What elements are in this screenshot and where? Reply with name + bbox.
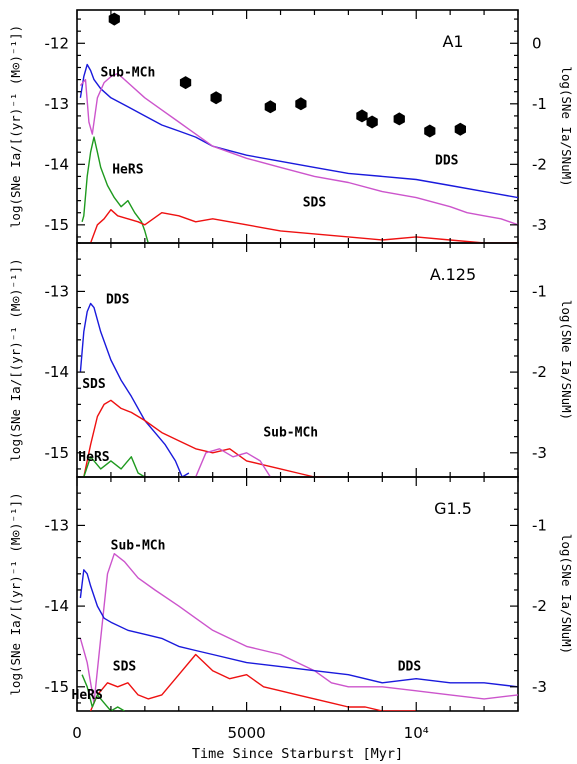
y-axis-label-right: log(SNe Ia/SNuM) (559, 300, 574, 420)
series-line-hers (83, 456, 146, 477)
right-ytick-label: -1 (532, 516, 547, 534)
observed-point (454, 122, 466, 136)
series-label-hers: HeRS (78, 450, 109, 465)
panel-frame-G1.5 (76, 476, 519, 712)
x-axis-label: Time Since Starburst [Myr] (192, 746, 403, 762)
right-ytick-label: 0 (532, 34, 542, 52)
ytick-label: -15 (45, 216, 70, 234)
panel-title: A.125 (430, 265, 476, 284)
series-line-sub-mch (79, 553, 518, 704)
series-line-hers (81, 136, 149, 243)
ytick-label: -15 (45, 678, 70, 696)
observed-point (366, 115, 378, 129)
series-label-hers: HeRS (72, 688, 103, 703)
series-line-sds (89, 653, 417, 711)
y-axis-label-right: log(SNe Ia/SNuM) (559, 534, 574, 654)
series-line-sub-mch (195, 448, 271, 477)
ytick-label: -13 (45, 95, 70, 113)
series-label-hers: HeRS (112, 162, 143, 177)
right-ytick-label: -1 (532, 282, 547, 300)
series-line-sub-mch (79, 72, 518, 226)
observed-point (356, 109, 368, 123)
y-axis-label-left: log(SNe Ia/[(yr)⁻¹ (M⊙)⁻¹]) (8, 25, 23, 228)
right-ytick-label: -3 (532, 216, 547, 234)
series-line-sds (89, 209, 518, 243)
series-label-sub-mch: Sub-MCh (100, 66, 155, 81)
ytick-label: -14 (45, 597, 70, 615)
observed-point (179, 76, 192, 90)
series-line-dds (79, 63, 518, 199)
ytick-label: -13 (45, 282, 70, 300)
observed-point (108, 12, 120, 26)
series-label-dds: DDS (435, 153, 459, 168)
series-line-dds (79, 569, 518, 688)
observed-point (393, 112, 405, 126)
series-line-sds (83, 399, 325, 477)
series-label-sds: SDS (113, 660, 137, 675)
observed-point (295, 97, 307, 111)
observed-point (264, 100, 276, 114)
series-line-hers (81, 674, 125, 711)
series-label-sds: SDS (303, 196, 327, 211)
ytick-label: -13 (45, 516, 70, 534)
right-ytick-label: -1 (532, 95, 547, 113)
panel-title: A1 (442, 32, 463, 51)
series-label-dds: DDS (106, 293, 130, 308)
observed-point (424, 124, 436, 138)
right-ytick-label: -2 (532, 155, 547, 173)
ytick-label: -14 (45, 363, 70, 381)
series-label-dds: DDS (398, 660, 422, 675)
series-label-sub-mch: Sub-MCh (263, 426, 318, 441)
y-axis-label-left: log(SNe Ia/[(yr)⁻¹ (M⊙)⁻¹]) (8, 258, 23, 461)
series-line-dds (79, 302, 190, 477)
right-ytick-label: -3 (532, 444, 547, 462)
series-label-sds: SDS (82, 377, 106, 392)
right-ytick-label: -3 (532, 678, 547, 696)
right-ytick-label: -2 (532, 363, 547, 381)
xtick-label: 5000 (228, 724, 266, 742)
xtick-label: 10⁴ (404, 724, 429, 742)
right-ytick-label: -2 (532, 597, 547, 615)
observed-point (210, 91, 222, 105)
panel-title: G1.5 (434, 499, 472, 518)
y-axis-label-left: log(SNe Ia/[(yr)⁻¹ (M⊙)⁻¹]) (8, 492, 23, 695)
ytick-label: -15 (45, 444, 70, 462)
xtick-label: 0 (72, 724, 82, 742)
y-axis-label-right: log(SNe Ia/SNuM) (559, 66, 574, 186)
ytick-label: -14 (45, 155, 70, 173)
ytick-label: -12 (45, 34, 70, 52)
series-label-sub-mch: Sub-MCh (111, 539, 166, 554)
